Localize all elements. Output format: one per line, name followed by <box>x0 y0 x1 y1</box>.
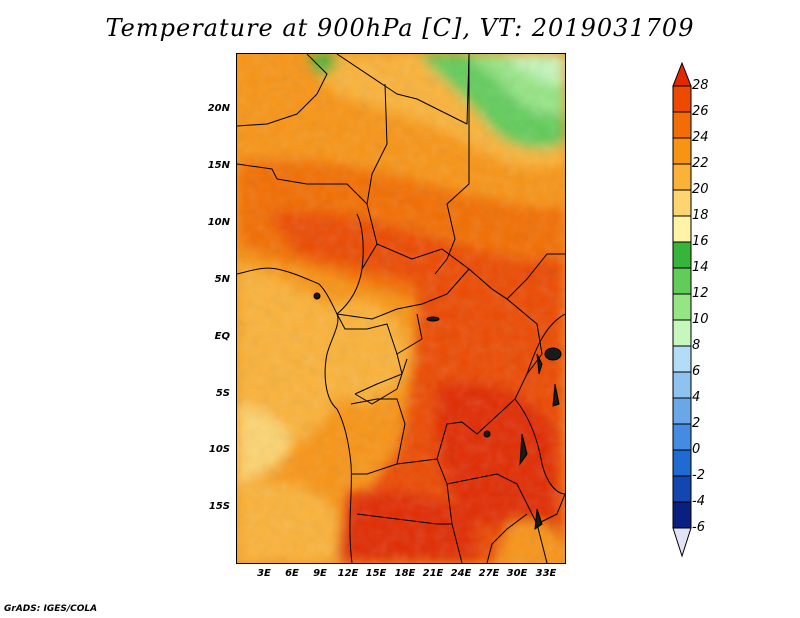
colorbar-segment-6-8 <box>672 345 692 373</box>
lon-label-18e: 18E <box>394 568 416 579</box>
lat-label-10n: 10N <box>207 217 230 228</box>
colorbar-segment-20-22 <box>672 163 692 191</box>
lon-label-15e: 15E <box>365 568 387 579</box>
colorbar-label-m6: -6 <box>692 520 705 535</box>
lon-label-24e: 24E <box>450 568 472 579</box>
colorbar-label-0: 0 <box>692 442 701 457</box>
lat-label-5n: 5N <box>214 274 230 285</box>
colorbar-segment-m6-m4 <box>672 501 692 529</box>
lon-label-33e: 33E <box>535 568 557 579</box>
colorbar-label-m2: -2 <box>692 468 705 483</box>
colorbar-segment-26-28 <box>672 85 692 113</box>
lon-label-21e: 21E <box>422 568 444 579</box>
colorbar-label-26: 26 <box>692 104 709 119</box>
colorbar-label-4: 4 <box>692 390 701 405</box>
colorbar-label-m4: -4 <box>692 494 705 509</box>
lat-label-15n: 15N <box>207 160 230 171</box>
temperature-map <box>236 53 566 564</box>
grads-credit: GrADS: IGES/COLA <box>4 604 98 614</box>
colorbar-label-14: 14 <box>692 260 709 275</box>
colorbar-label-20: 20 <box>692 182 709 197</box>
colorbar-segment-18-20 <box>672 189 692 217</box>
lon-label-12e: 12E <box>337 568 359 579</box>
lat-label-10s: 10S <box>208 444 230 455</box>
temperature-field <box>237 54 565 563</box>
map-title: Temperature at 900hPa [C], VT: 201903170… <box>105 14 695 42</box>
colorbar-label-22: 22 <box>692 156 709 171</box>
colorbar-top-triangle <box>672 62 692 87</box>
colorbar-segment-22-24 <box>672 137 692 165</box>
lat-label-15s: 15S <box>208 501 230 512</box>
colorbar-label-18: 18 <box>692 208 709 223</box>
colorbar-segment-4-6 <box>672 371 692 399</box>
colorbar-bottom-triangle <box>672 527 692 558</box>
lat-label-5s: 5S <box>215 388 230 399</box>
colorbar-segment-12-14 <box>672 267 692 295</box>
lon-label-6e: 6E <box>285 568 299 579</box>
colorbar-label-10: 10 <box>692 312 709 327</box>
colorbar-label-2: 2 <box>692 416 701 431</box>
colorbar-segment-m4-m2 <box>672 475 692 503</box>
colorbar-label-16: 16 <box>692 234 709 249</box>
country-borders <box>237 54 565 563</box>
lon-label-3e: 3E <box>257 568 271 579</box>
colorbar-segment-0-2 <box>672 423 692 451</box>
colorbar-label-12: 12 <box>692 286 709 301</box>
colorbar-label-28: 28 <box>692 78 709 93</box>
lakes <box>313 292 562 531</box>
colorbar-label-6: 6 <box>692 364 701 379</box>
colorbar-label-8: 8 <box>692 338 701 353</box>
lon-label-9e: 9E <box>313 568 327 579</box>
lon-label-30e: 30E <box>506 568 528 579</box>
colorbar-label-24: 24 <box>692 130 709 145</box>
colorbar-segment-2-4 <box>672 397 692 425</box>
colorbar-segment-10-12 <box>672 293 692 321</box>
colorbar-segment-8-10 <box>672 319 692 347</box>
lat-label-eq: EQ <box>214 331 230 342</box>
color-legend-bar <box>672 62 692 558</box>
lon-label-27e: 27E <box>478 568 500 579</box>
colorbar-segment-m2-0 <box>672 449 692 477</box>
colorbar-segment-24-26 <box>672 111 692 139</box>
colorbar-segment-14-16 <box>672 241 692 269</box>
colorbar-segment-16-18 <box>672 215 692 243</box>
lat-label-20n: 20N <box>207 103 230 114</box>
